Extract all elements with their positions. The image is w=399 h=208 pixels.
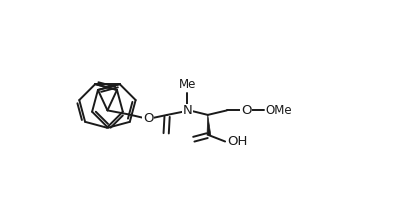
Text: N: N <box>183 104 192 117</box>
Text: Me: Me <box>179 78 196 91</box>
Polygon shape <box>207 115 211 135</box>
Text: OH: OH <box>227 135 247 148</box>
Text: OMe: OMe <box>265 104 292 117</box>
Text: O: O <box>143 113 153 125</box>
Text: O: O <box>241 104 251 117</box>
